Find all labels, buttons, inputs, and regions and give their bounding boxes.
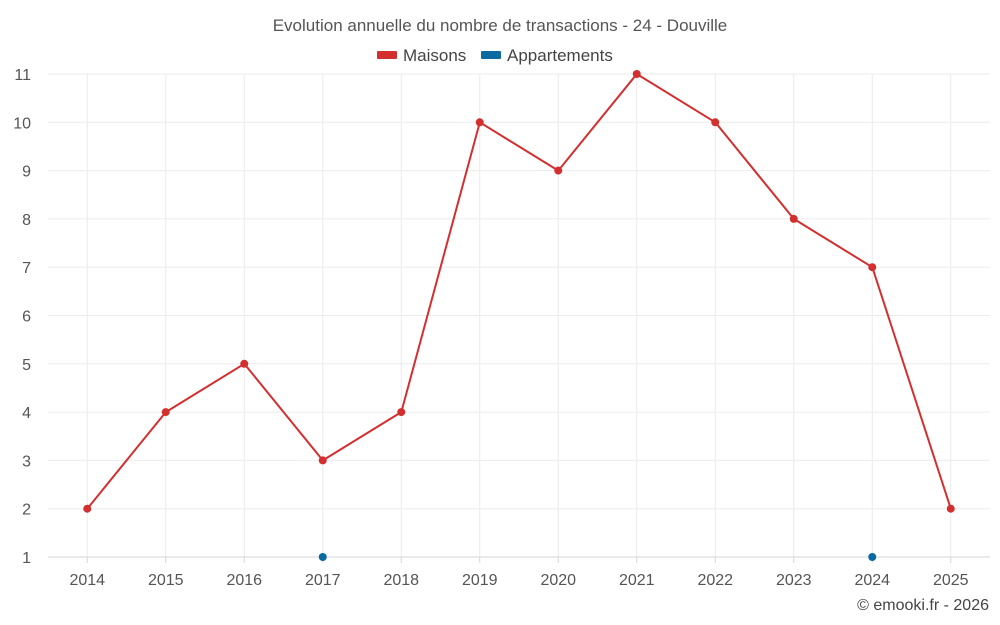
x-tick-label: 2019	[462, 572, 498, 589]
x-tick-label: 2018	[383, 572, 419, 589]
x-tick-label: 2020	[540, 572, 576, 589]
data-point-maisons-2020[interactable]	[554, 166, 563, 175]
series-layer	[83, 70, 955, 561]
y-tick-label: 6	[22, 309, 31, 326]
y-tick-label: 4	[22, 405, 31, 422]
legend-swatch-appartements	[481, 51, 501, 59]
x-tick-label: 2016	[226, 572, 262, 589]
y-tick-label: 2	[22, 502, 31, 519]
x-tick-label: 2024	[854, 572, 890, 589]
x-tick-label: 2021	[619, 572, 655, 589]
data-point-maisons-2021[interactable]	[632, 70, 641, 78]
y-tick-label: 7	[22, 260, 31, 277]
series-appartements	[318, 553, 877, 561]
x-tick-label: 2014	[69, 572, 105, 589]
y-tick-label: 3	[22, 453, 31, 470]
data-point-maisons-2023[interactable]	[789, 214, 798, 223]
axes	[48, 556, 990, 563]
data-point-maisons-2017[interactable]	[318, 456, 327, 465]
legend: Maisons Appartements	[377, 46, 613, 65]
chart-title: Evolution annuelle du nombre de transact…	[273, 16, 728, 35]
data-point-maisons-2014[interactable]	[83, 504, 92, 513]
legend-label-maisons: Maisons	[403, 46, 466, 65]
x-axis-ticks: 2014 2015 2016 2017 2018 2019 2020 2021 2022 2023…	[69, 572, 968, 589]
grid	[48, 73, 990, 557]
data-point-maisons-2019[interactable]	[475, 118, 484, 127]
y-tick-label: 8	[22, 212, 31, 229]
data-point-maisons-2016[interactable]	[240, 359, 249, 368]
legend-item-maisons[interactable]: Maisons	[377, 46, 466, 65]
x-tick-label: 2015	[148, 572, 184, 589]
data-point-maisons-2015[interactable]	[161, 408, 170, 417]
series-line-maisons	[86, 73, 952, 510]
x-tick-label: 2017	[305, 572, 341, 589]
y-tick-label: 11	[14, 67, 31, 84]
y-tick-label: 1	[22, 550, 31, 567]
legend-item-appartements[interactable]: Appartements	[481, 46, 613, 65]
data-point-maisons-2025[interactable]	[946, 504, 955, 513]
y-tick-label: 9	[22, 164, 31, 181]
data-point-maisons-2018[interactable]	[397, 408, 406, 417]
x-tick-label: 2023	[776, 572, 812, 589]
credit-text: © emooki.fr - 2026	[857, 597, 989, 614]
y-tick-label: 10	[13, 115, 31, 132]
y-tick-label: 5	[22, 357, 31, 374]
y-axis-ticks: 1 2 3 4 5 6 7 8 9 10 11	[13, 67, 31, 567]
data-point-appartements-2017[interactable]	[318, 553, 327, 561]
legend-label-appartements: Appartements	[507, 46, 613, 65]
legend-swatch-maisons	[377, 51, 397, 59]
data-point-appartements-2024[interactable]	[868, 553, 877, 561]
series-maisons	[83, 70, 955, 513]
data-point-maisons-2022[interactable]	[711, 118, 720, 127]
x-tick-label: 2022	[697, 572, 733, 589]
x-tick-label: 2025	[933, 572, 969, 589]
data-point-maisons-2024[interactable]	[868, 263, 877, 272]
